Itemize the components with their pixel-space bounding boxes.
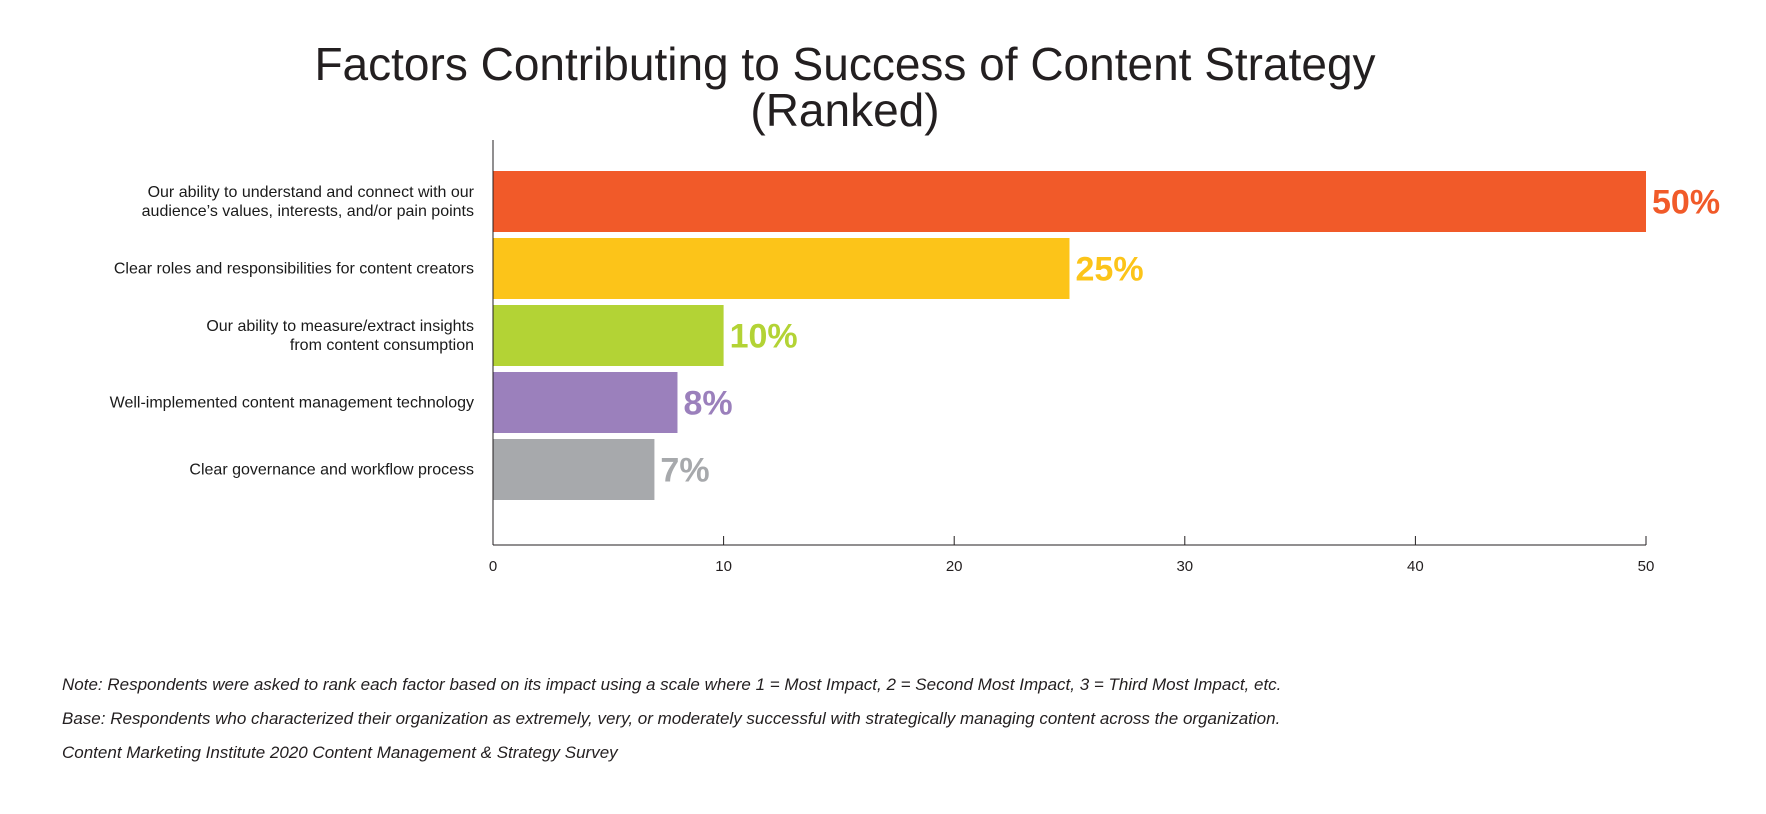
category-labels: Our ability to understand and connect wi… bbox=[110, 184, 475, 479]
x-tick-label-50: 50 bbox=[1638, 558, 1655, 575]
data-label-1: 50% bbox=[1652, 184, 1720, 222]
category-label-5: Clear governance and workflow process bbox=[189, 462, 474, 479]
bars-layer: 50% 25% 10% 8% 7% bbox=[493, 171, 1720, 500]
category-label-2: Clear roles and responsibilities for con… bbox=[114, 261, 474, 278]
x-tick-label-0: 0 bbox=[489, 558, 497, 575]
data-label-3: 10% bbox=[730, 318, 798, 356]
chart-title-line-1: Factors Contributing to Success of Conte… bbox=[314, 38, 1376, 90]
x-tick-label-40: 40 bbox=[1407, 558, 1424, 575]
source-text: Content Marketing Institute 2020 Content… bbox=[62, 743, 618, 762]
data-label-5: 7% bbox=[660, 452, 709, 490]
x-tick-label-10: 10 bbox=[715, 558, 732, 575]
x-tick-label-30: 30 bbox=[1176, 558, 1193, 575]
category-label-3-line-2: from content consumption bbox=[290, 337, 474, 354]
bar-3 bbox=[493, 305, 724, 366]
x-tick-label-20: 20 bbox=[946, 558, 963, 575]
footnotes: Note: Respondents were asked to rank eac… bbox=[62, 668, 1702, 770]
bar-2 bbox=[493, 238, 1070, 299]
base-text: Base: Respondents who characterized thei… bbox=[62, 709, 1281, 728]
data-label-4: 8% bbox=[683, 385, 732, 423]
note-text: Note: Respondents were asked to rank eac… bbox=[62, 675, 1282, 694]
data-label-2: 25% bbox=[1076, 251, 1144, 289]
category-label-1-line-2: audience’s values, interests, and/or pai… bbox=[142, 203, 474, 220]
bar-4 bbox=[493, 372, 678, 433]
category-label-3-line-1: Our ability to measure/extract insights bbox=[206, 318, 474, 335]
category-label-4: Well-implemented content management tech… bbox=[110, 395, 474, 412]
chart-title-line-2: (Ranked) bbox=[750, 84, 940, 136]
bar-5 bbox=[493, 439, 655, 500]
category-label-1-line-1: Our ability to understand and connect wi… bbox=[148, 184, 475, 201]
bar-1 bbox=[493, 171, 1646, 232]
x-axis: 0 10 20 30 40 50 bbox=[489, 140, 1655, 575]
